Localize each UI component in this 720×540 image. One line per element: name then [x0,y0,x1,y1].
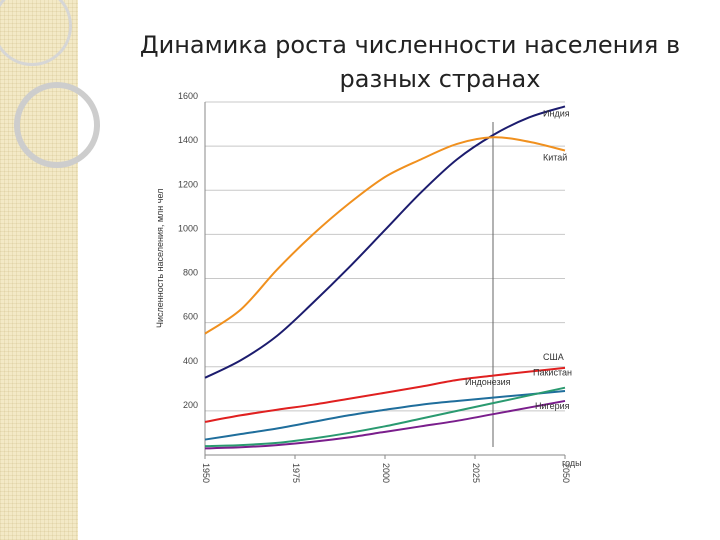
series-line [204,386,566,448]
x-tick-label: 1975 [291,463,301,483]
x-tick-label: 2025 [471,463,481,483]
series-label: Китай [543,153,567,163]
series-label: Индонезия [465,377,511,387]
y-tick-label: 400 [183,356,198,366]
y-axis-label: Численность населения, млн чел [155,189,165,328]
title-line-2: разных странах [339,65,541,93]
y-tick-label: 200 [183,400,198,410]
decorative-ring [0,0,72,66]
x-axis-label: годы [562,458,582,468]
y-tick-label: 1200 [178,179,198,189]
slide-title: Динамика роста численности населения в р… [120,28,700,96]
y-tick-label: 1000 [178,223,198,233]
series-line [204,399,566,450]
x-tick-label: 2050 [561,463,571,483]
decorative-ring [14,82,100,168]
title-line-1: Динамика роста численности населения в [139,31,681,59]
series-line [204,366,566,423]
series-label: Нигерия [535,401,570,411]
y-tick-label: 1400 [178,135,198,145]
series-label: Пакистан [533,368,572,378]
series-label: США [543,352,564,362]
y-tick-label: 600 [183,312,198,322]
x-tick-label: 1950 [201,463,211,483]
y-tick-label: 800 [183,268,198,278]
y-tick-label: 1600 [178,91,198,101]
series-line [204,136,566,335]
series-line [204,390,566,441]
x-tick-label: 2000 [381,463,391,483]
series-line [204,105,566,379]
series-label: Индия [543,108,570,118]
